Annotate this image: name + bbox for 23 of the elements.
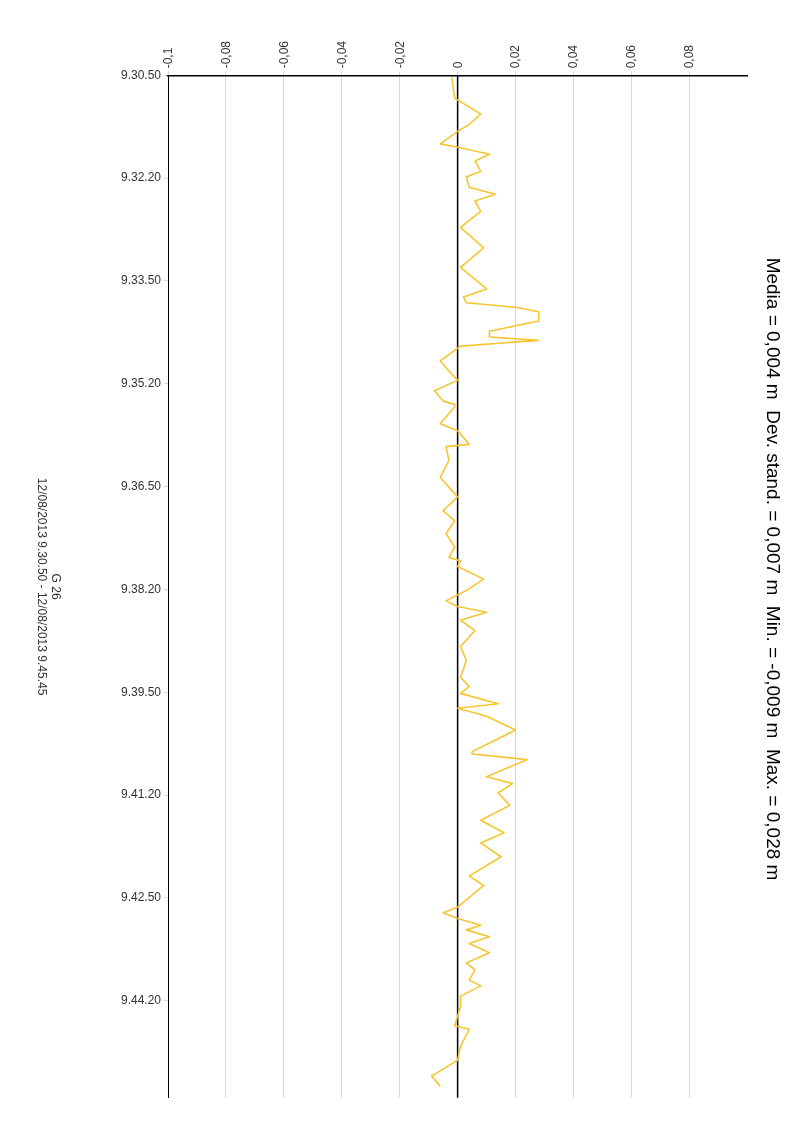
x-tick-label: -0,02 [392,40,407,69]
x-tick-label: 0,04 [566,44,581,69]
text: 12/08/2013 9.30.50 - 12/08/2013 9.45.45 [34,477,49,696]
x-tick-label: 0,02 [508,44,523,69]
y-tick-label: 9.42.50 [120,890,162,905]
x-tick-label: -0,1 [160,47,175,69]
x-tick-label: -0,06 [276,40,291,69]
y-tick-label: 9.35.20 [120,376,162,391]
y-tick-label: 9.41.20 [120,787,162,802]
y-tick-label: 9.32.20 [120,170,162,185]
y-tick-label: 9.33.50 [120,273,162,288]
y-tick-label: 9.38.20 [120,581,162,596]
y-tick-label: 9.39.50 [120,684,162,699]
x-tick-label: 0 [450,61,465,69]
text: Media = 0,004 m Dev. stand. = 0,007 m Min. = -0,009 m Max. = 0,028 m [763,257,785,881]
y-tick-label: 9.30.50 [120,67,162,82]
y-tick-label: 9.44.20 [120,993,162,1008]
x-tick-label: 0,06 [624,44,639,69]
y-tick-label: 9.36.50 [120,478,162,493]
x-tick-label: -0,04 [334,40,349,69]
x-tick-label: -0,08 [218,40,233,69]
x-tick-label: 0,08 [682,44,697,69]
text: G 26 [48,573,63,600]
